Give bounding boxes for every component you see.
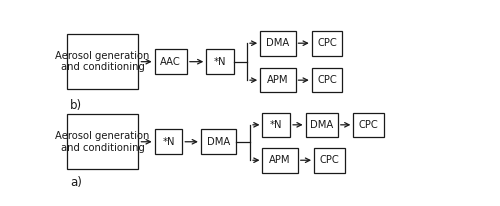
- Text: DMA: DMA: [207, 137, 230, 147]
- Text: APM: APM: [270, 155, 291, 165]
- Bar: [354, 112, 384, 137]
- Bar: [154, 129, 182, 154]
- Bar: [206, 49, 234, 74]
- Bar: [67, 34, 138, 89]
- Bar: [262, 112, 290, 137]
- Text: Aerosol generation
and conditioning: Aerosol generation and conditioning: [56, 51, 150, 73]
- Text: CPC: CPC: [317, 75, 337, 85]
- Bar: [154, 49, 187, 74]
- Text: a): a): [70, 176, 82, 189]
- Bar: [314, 148, 345, 173]
- Text: DMA: DMA: [266, 38, 289, 48]
- Text: CPC: CPC: [359, 120, 378, 130]
- Text: CPC: CPC: [317, 38, 337, 48]
- Bar: [306, 112, 338, 137]
- Text: APM: APM: [267, 75, 288, 85]
- Bar: [67, 114, 138, 170]
- Text: *N: *N: [270, 120, 282, 130]
- Text: CPC: CPC: [320, 155, 340, 165]
- Text: *N: *N: [214, 57, 226, 67]
- Text: AAC: AAC: [160, 57, 181, 67]
- Text: b): b): [70, 99, 82, 112]
- Bar: [201, 129, 236, 154]
- Text: Aerosol generation
and conditioning: Aerosol generation and conditioning: [56, 131, 150, 153]
- Bar: [312, 68, 342, 92]
- Bar: [260, 68, 296, 92]
- Text: DMA: DMA: [310, 120, 334, 130]
- Text: *N: *N: [162, 137, 174, 147]
- Bar: [262, 148, 298, 173]
- Bar: [312, 31, 342, 56]
- Bar: [260, 31, 296, 56]
